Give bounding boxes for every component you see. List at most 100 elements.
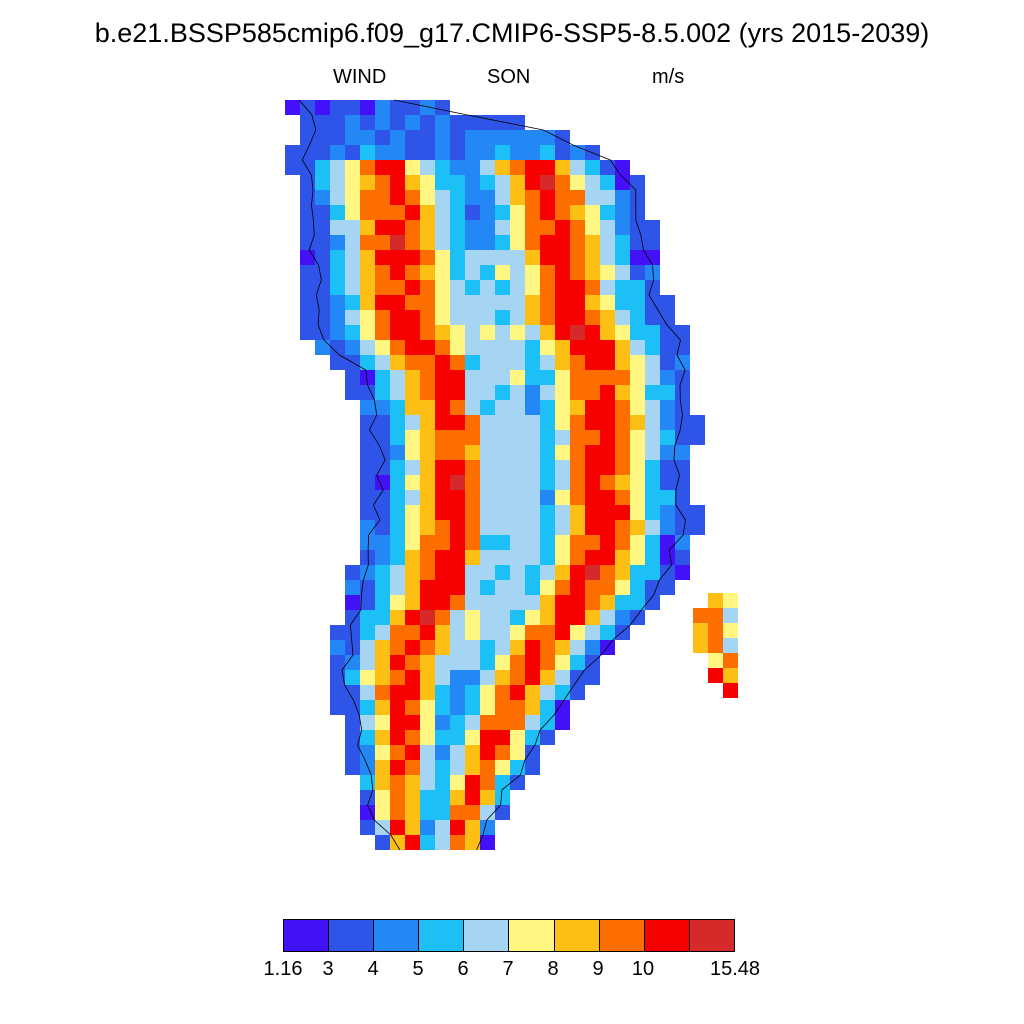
map-cell: [630, 265, 645, 280]
map-cell: [420, 310, 435, 325]
map-cell: [708, 623, 723, 638]
map-cell: [540, 265, 555, 280]
map-cell: [360, 400, 375, 415]
map-cell: [585, 340, 600, 355]
map-cell: [570, 280, 585, 295]
map-cell: [525, 235, 540, 250]
map-cell: [390, 700, 405, 715]
map-cell: [510, 205, 525, 220]
map-cell: [660, 415, 675, 430]
map-cell: [390, 685, 405, 700]
map-cell: [435, 505, 450, 520]
map-cell: [360, 265, 375, 280]
map-cell: [540, 430, 555, 445]
colorbar-tick-label: 6: [457, 958, 469, 980]
map-cell: [570, 685, 585, 700]
map-cell: [495, 160, 510, 175]
map-cell: [390, 745, 405, 760]
map-cell: [465, 355, 480, 370]
map-cell: [540, 565, 555, 580]
map-cell: [390, 715, 405, 730]
map-cell: [540, 460, 555, 475]
map-cell: [345, 670, 360, 685]
map-cell: [480, 145, 495, 160]
map-cell: [420, 835, 435, 850]
map-cell: [630, 325, 645, 340]
map-cell: [600, 310, 615, 325]
map-cell: [540, 415, 555, 430]
map-cell: [495, 655, 510, 670]
map-cell: [420, 490, 435, 505]
map-cell: [615, 160, 630, 175]
map-cell: [405, 130, 420, 145]
map-cell: [510, 580, 525, 595]
map-cell: [540, 640, 555, 655]
map-cell: [330, 235, 345, 250]
map-cell: [315, 310, 330, 325]
map-cell: [315, 190, 330, 205]
map-cell: [405, 805, 420, 820]
map-cell: [630, 385, 645, 400]
map-cell: [525, 490, 540, 505]
map-cell: [495, 295, 510, 310]
map-cell: [555, 610, 570, 625]
map-cell: [555, 160, 570, 175]
map-cell: [360, 505, 375, 520]
map-cell: [630, 460, 645, 475]
map-cell: [375, 415, 390, 430]
map-cell: [540, 445, 555, 460]
map-cell: [435, 325, 450, 340]
map-cell: [315, 250, 330, 265]
map-cell: [465, 820, 480, 835]
map-cell: [435, 700, 450, 715]
map-cell: [660, 445, 675, 460]
map-cell: [570, 595, 585, 610]
map-cell: [585, 355, 600, 370]
map-cell: [585, 265, 600, 280]
map-cell: [450, 535, 465, 550]
map-cell: [510, 115, 525, 130]
map-cell: [675, 340, 690, 355]
map-cell: [360, 790, 375, 805]
map-cell: [585, 625, 600, 640]
map-cell: [525, 685, 540, 700]
map-cell: [480, 205, 495, 220]
map-cell: [585, 220, 600, 235]
map-cell: [465, 835, 480, 850]
map-cell: [615, 445, 630, 460]
map-cell: [480, 595, 495, 610]
map-cell: [525, 655, 540, 670]
map-cell: [480, 385, 495, 400]
map-cell: [420, 745, 435, 760]
map-cell: [525, 400, 540, 415]
map-cell: [360, 610, 375, 625]
map-cell: [375, 325, 390, 340]
map-cell: [675, 565, 690, 580]
map-cell: [615, 250, 630, 265]
map-cell: [480, 580, 495, 595]
map-cell: [525, 295, 540, 310]
map-cell: [435, 640, 450, 655]
map-cell: [315, 145, 330, 160]
map-cell: [510, 415, 525, 430]
map-cell: [660, 520, 675, 535]
map-cell: [480, 400, 495, 415]
map-cell: [600, 535, 615, 550]
map-cell: [405, 100, 420, 115]
map-cell: [345, 340, 360, 355]
map-cell: [510, 730, 525, 745]
map-cell: [600, 490, 615, 505]
map-cell: [360, 370, 375, 385]
map-cell: [645, 250, 660, 265]
map-cell: [660, 580, 675, 595]
map-cell: [540, 520, 555, 535]
map-cell: [630, 280, 645, 295]
map-cell: [510, 310, 525, 325]
plot-title: b.e21.BSSP585cmip6.f09_g17.CMIP6-SSP5-8.…: [94, 18, 930, 48]
map-cell: [435, 550, 450, 565]
colorbar-tick-label: 15.48: [709, 958, 761, 980]
map-cell: [495, 130, 510, 145]
map-cell: [480, 670, 495, 685]
map-cell: [615, 325, 630, 340]
